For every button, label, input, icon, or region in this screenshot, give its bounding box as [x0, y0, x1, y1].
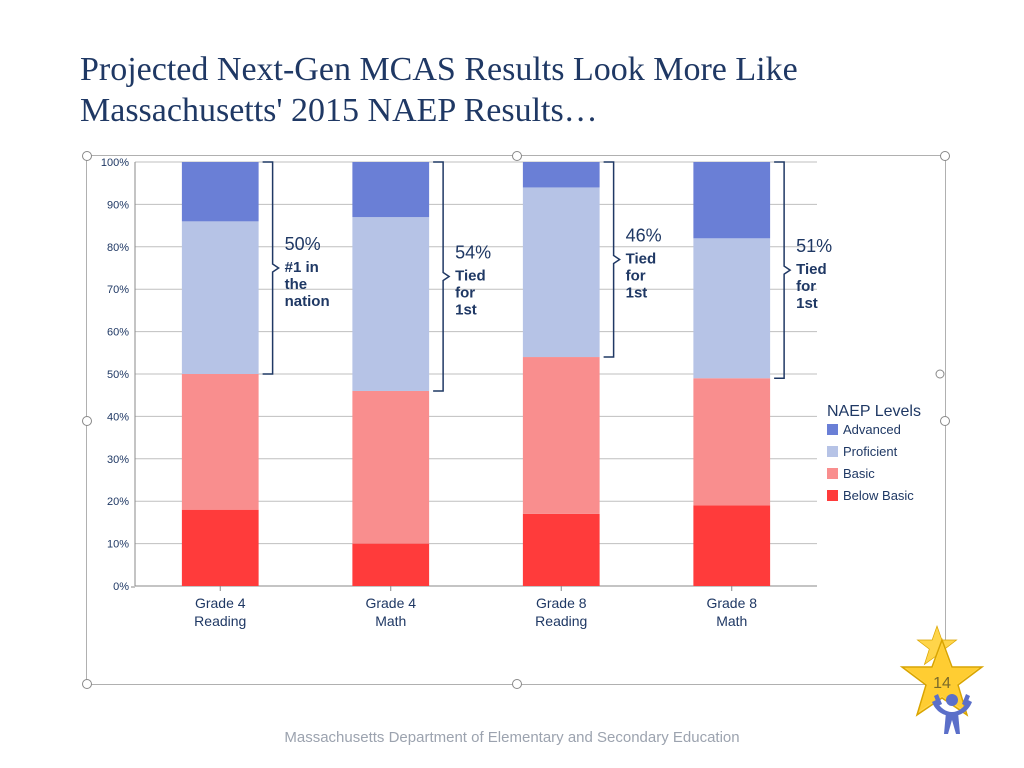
- svg-text:30%: 30%: [107, 454, 129, 466]
- slide: Projected Next-Gen MCAS Results Look Mor…: [0, 0, 1024, 768]
- svg-text:60%: 60%: [107, 327, 129, 339]
- svg-text:100%: 100%: [101, 157, 129, 169]
- svg-text:for: for: [455, 284, 475, 301]
- svg-text:Tied: Tied: [796, 261, 827, 278]
- slide-title: Projected Next-Gen MCAS Results Look Mor…: [80, 50, 910, 132]
- resize-handle[interactable]: [512, 679, 522, 689]
- svg-text:nation: nation: [285, 293, 330, 310]
- svg-text:50%: 50%: [107, 369, 129, 381]
- chart-selection-frame[interactable]: 0% 10% 20% 30% 40% 50% 60% 70% 80% 90% 100% Grade 4…: [86, 155, 946, 685]
- resize-handle[interactable]: [940, 416, 950, 426]
- resize-handle[interactable]: [512, 151, 522, 161]
- svg-text:51%: 51%: [796, 236, 832, 256]
- svg-text:Basic: Basic: [843, 466, 875, 481]
- svg-text:10%: 10%: [107, 539, 129, 551]
- svg-text:Tied: Tied: [455, 267, 486, 284]
- resize-handle[interactable]: [82, 416, 92, 426]
- footer-text: Massachusetts Department of Elementary a…: [0, 729, 1024, 746]
- svg-text:for: for: [796, 278, 816, 295]
- svg-text:1st: 1st: [455, 301, 477, 318]
- svg-text:NAEP Levels: NAEP Levels: [827, 403, 921, 420]
- resize-handle[interactable]: [940, 151, 950, 161]
- resize-handle[interactable]: [82, 151, 92, 161]
- stacked-bar-chart: 0% 10% 20% 30% 40% 50% 60% 70% 80% 90% 100% Grade 4…: [87, 156, 945, 684]
- svg-text:the: the: [285, 276, 308, 293]
- svg-text:70%: 70%: [107, 284, 129, 296]
- svg-text:Advanced: Advanced: [843, 422, 901, 437]
- svg-text:1st: 1st: [796, 295, 818, 312]
- svg-text:50%: 50%: [285, 234, 321, 254]
- resize-handle[interactable]: [82, 679, 92, 689]
- svg-text:Grade 8: Grade 8: [706, 595, 757, 611]
- svg-text:Grade 4: Grade 4: [365, 595, 416, 611]
- svg-text:Below Basic: Below Basic: [843, 488, 914, 503]
- svg-text:Reading: Reading: [194, 613, 246, 629]
- page-number-decoration: 14: [894, 608, 1004, 748]
- svg-text:0%: 0%: [113, 581, 129, 593]
- svg-text:Tied: Tied: [626, 251, 657, 268]
- svg-text:20%: 20%: [107, 496, 129, 508]
- svg-text:Math: Math: [375, 613, 406, 629]
- svg-text:Grade 4: Grade 4: [195, 595, 246, 611]
- svg-text:80%: 80%: [107, 242, 129, 254]
- svg-text:54%: 54%: [455, 242, 491, 262]
- svg-text:Reading: Reading: [535, 613, 587, 629]
- svg-text:40%: 40%: [107, 411, 129, 423]
- svg-text:Grade 8: Grade 8: [536, 595, 587, 611]
- svg-text:90%: 90%: [107, 199, 129, 211]
- svg-text:1st: 1st: [626, 285, 648, 302]
- svg-text:for: for: [626, 268, 646, 285]
- page-number: 14: [933, 675, 951, 692]
- svg-text:46%: 46%: [626, 226, 662, 246]
- svg-text:Math: Math: [716, 613, 747, 629]
- svg-text:Proficient: Proficient: [843, 444, 898, 459]
- svg-text:#1 in: #1 in: [285, 259, 319, 276]
